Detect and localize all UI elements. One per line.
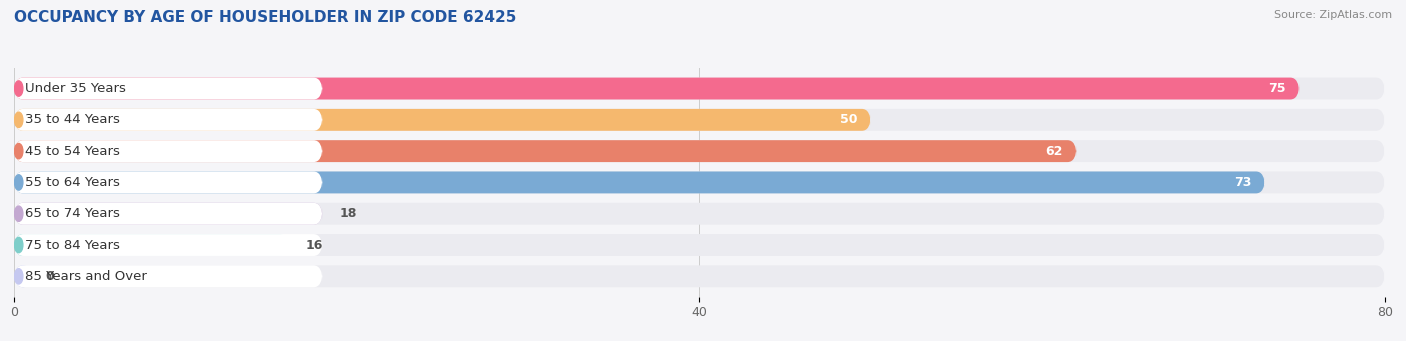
FancyBboxPatch shape bbox=[14, 265, 322, 287]
Text: 18: 18 bbox=[340, 207, 357, 220]
FancyBboxPatch shape bbox=[14, 265, 32, 287]
FancyBboxPatch shape bbox=[14, 234, 288, 256]
Circle shape bbox=[14, 206, 22, 221]
FancyBboxPatch shape bbox=[14, 78, 1299, 100]
Text: OCCUPANCY BY AGE OF HOUSEHOLDER IN ZIP CODE 62425: OCCUPANCY BY AGE OF HOUSEHOLDER IN ZIP C… bbox=[14, 10, 516, 25]
FancyBboxPatch shape bbox=[14, 265, 1385, 287]
FancyBboxPatch shape bbox=[14, 78, 322, 100]
FancyBboxPatch shape bbox=[14, 109, 322, 131]
FancyBboxPatch shape bbox=[14, 172, 1265, 193]
FancyBboxPatch shape bbox=[14, 203, 322, 225]
FancyBboxPatch shape bbox=[14, 140, 1385, 162]
Text: Under 35 Years: Under 35 Years bbox=[24, 82, 125, 95]
Text: 73: 73 bbox=[1234, 176, 1251, 189]
Circle shape bbox=[14, 81, 22, 96]
Text: 62: 62 bbox=[1046, 145, 1063, 158]
FancyBboxPatch shape bbox=[14, 203, 322, 225]
Text: Source: ZipAtlas.com: Source: ZipAtlas.com bbox=[1274, 10, 1392, 20]
Text: 75 to 84 Years: 75 to 84 Years bbox=[24, 239, 120, 252]
FancyBboxPatch shape bbox=[14, 78, 1385, 100]
FancyBboxPatch shape bbox=[14, 234, 322, 256]
Text: 45 to 54 Years: 45 to 54 Years bbox=[24, 145, 120, 158]
Text: 35 to 44 Years: 35 to 44 Years bbox=[24, 113, 120, 126]
Circle shape bbox=[14, 112, 22, 128]
FancyBboxPatch shape bbox=[14, 140, 1077, 162]
Circle shape bbox=[14, 269, 22, 284]
FancyBboxPatch shape bbox=[14, 172, 322, 193]
FancyBboxPatch shape bbox=[14, 203, 1385, 225]
Text: 50: 50 bbox=[839, 113, 858, 126]
Text: 16: 16 bbox=[305, 239, 323, 252]
Text: 0: 0 bbox=[46, 270, 55, 283]
Text: 55 to 64 Years: 55 to 64 Years bbox=[24, 176, 120, 189]
FancyBboxPatch shape bbox=[14, 140, 322, 162]
Circle shape bbox=[14, 144, 22, 159]
FancyBboxPatch shape bbox=[14, 172, 1385, 193]
FancyBboxPatch shape bbox=[14, 109, 1385, 131]
Circle shape bbox=[14, 175, 22, 190]
FancyBboxPatch shape bbox=[14, 234, 1385, 256]
FancyBboxPatch shape bbox=[14, 109, 870, 131]
Text: 85 Years and Over: 85 Years and Over bbox=[24, 270, 146, 283]
Circle shape bbox=[14, 237, 22, 253]
Text: 75: 75 bbox=[1268, 82, 1285, 95]
Text: 65 to 74 Years: 65 to 74 Years bbox=[24, 207, 120, 220]
